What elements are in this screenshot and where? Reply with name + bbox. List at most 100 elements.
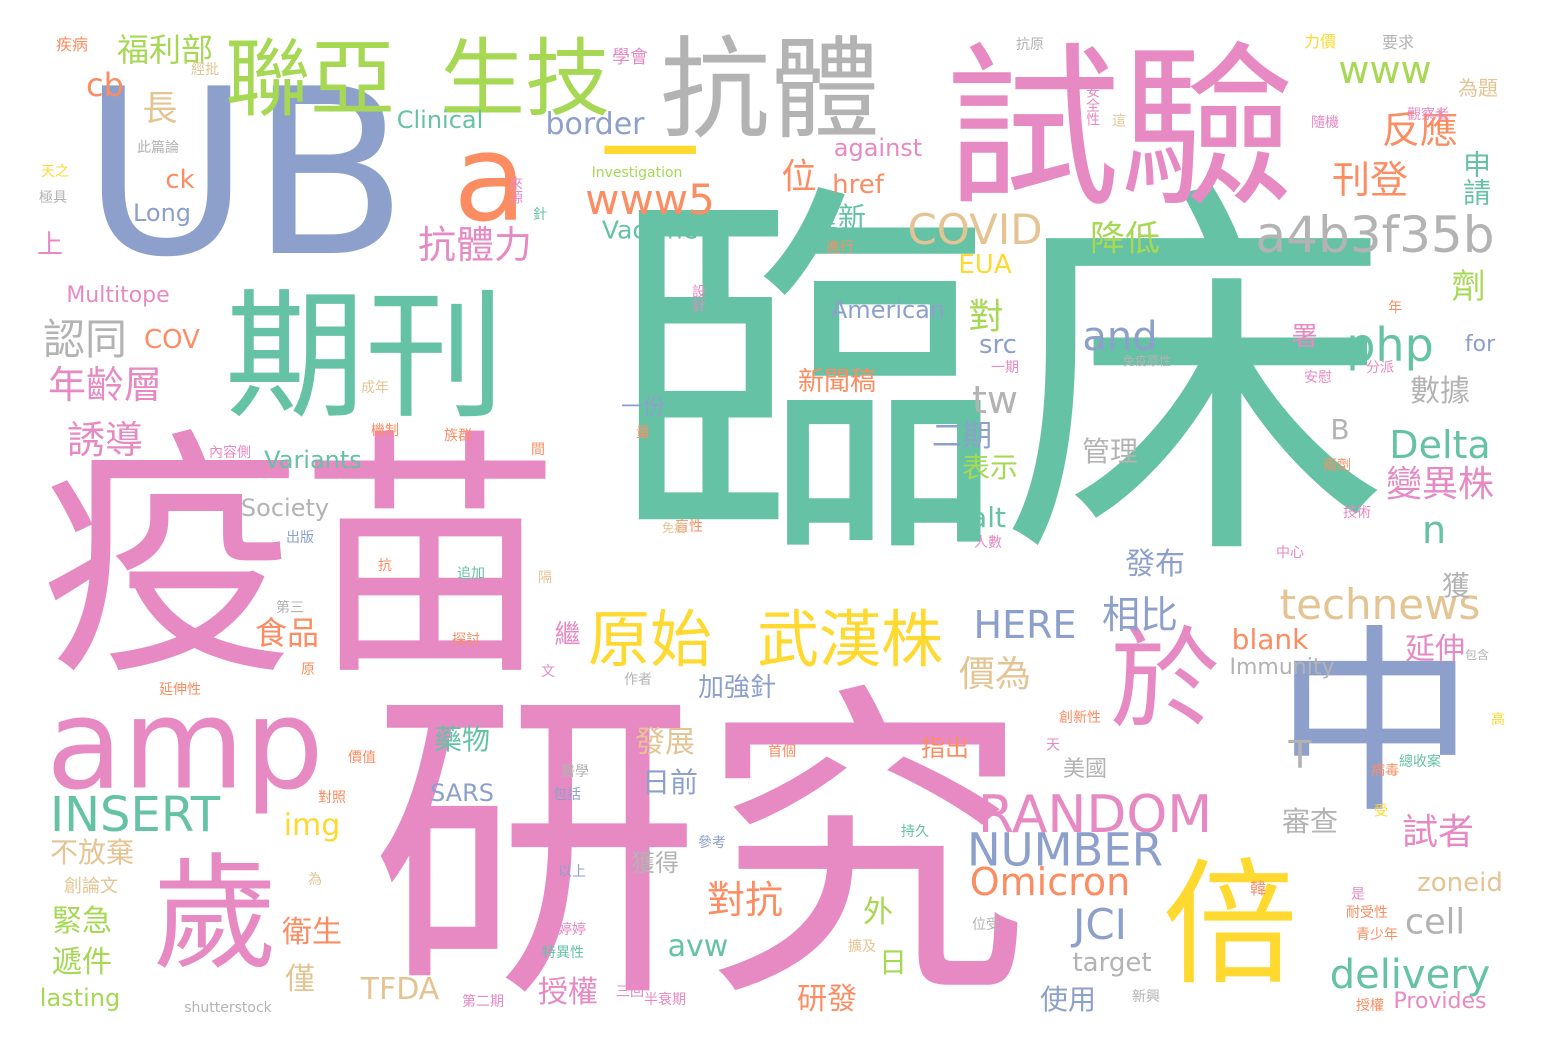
word: 出版 <box>286 530 314 546</box>
word: JCI <box>1072 900 1128 949</box>
word: 變異株 <box>1385 464 1495 505</box>
word: img <box>283 808 341 843</box>
word: target <box>1072 948 1152 978</box>
word: 抗 <box>378 558 392 574</box>
word: 延伸性 <box>159 682 201 698</box>
word: 耐受性 <box>1346 905 1388 921</box>
word: 包括 <box>553 787 581 803</box>
word: 安全性 <box>1084 84 1100 126</box>
word: 倍 <box>1162 846 1298 1004</box>
word: TFDA <box>360 972 440 1007</box>
word: 長 <box>142 89 178 130</box>
word: 聯亞 <box>224 30 396 130</box>
word: 試驗 <box>945 28 1295 232</box>
word: 年 <box>1388 300 1402 316</box>
word: 經批 <box>191 62 219 78</box>
word: zoneid <box>1417 868 1503 898</box>
word: 位 <box>775 157 816 193</box>
word: 來源 <box>507 176 523 204</box>
word: 發布 <box>1125 547 1185 582</box>
word: COVID <box>907 205 1043 254</box>
word: 參考 <box>698 835 726 851</box>
word: 擴及 <box>848 939 876 955</box>
word: php <box>1346 318 1434 372</box>
word: 申請 <box>1459 150 1492 206</box>
word: 試者 <box>1401 812 1475 853</box>
word: 延伸 <box>1405 632 1465 667</box>
word: 探討 <box>452 632 480 648</box>
word: 人數 <box>974 535 1002 551</box>
word: href <box>832 170 884 200</box>
word: 反應 <box>1381 108 1459 152</box>
word: UB <box>81 41 409 308</box>
word: 日 <box>878 946 908 979</box>
word: 創論文 <box>64 876 118 897</box>
word: 價為 <box>958 654 1032 695</box>
word: 重新 <box>809 201 867 234</box>
word: 婷婷 <box>558 922 586 938</box>
word: 價值 <box>348 750 376 766</box>
word: COV <box>144 325 200 355</box>
word: 技術 <box>1343 505 1371 521</box>
word: 抗體 <box>660 26 880 154</box>
word: 降低 <box>1089 219 1161 260</box>
word: T <box>1288 733 1312 777</box>
word: 是 <box>1349 886 1365 900</box>
word: n <box>1421 508 1447 552</box>
word: Society <box>240 494 330 522</box>
word: 高 <box>1491 712 1505 728</box>
word: 以上 <box>558 864 586 880</box>
word: 第二期 <box>462 994 504 1010</box>
word: 原始 <box>587 603 713 676</box>
word: 受 <box>1372 803 1388 817</box>
word: Multitope <box>66 283 170 308</box>
word: 半衰期 <box>644 992 686 1008</box>
word: 病毒 <box>1371 763 1399 779</box>
word: 遞件 <box>52 945 112 980</box>
word: 一 <box>600 96 700 213</box>
word: 發展 <box>635 725 695 760</box>
word: 福利部 <box>116 31 214 69</box>
word: B <box>1330 413 1350 446</box>
word: 天之 <box>41 164 69 180</box>
word: 新興 <box>1132 989 1160 1005</box>
word: 為 <box>308 872 322 888</box>
word: 盲性 <box>675 519 703 535</box>
word: lasting <box>39 984 121 1012</box>
word: 青少年 <box>1356 927 1398 943</box>
word: against <box>833 134 923 162</box>
word: 年齡層 <box>47 363 163 407</box>
word: 力價 <box>1303 32 1337 51</box>
word: 於 <box>1110 616 1220 744</box>
word: 臨床 <box>610 153 1390 607</box>
word: 疾病 <box>55 35 89 54</box>
word: 量 <box>636 425 650 441</box>
word: 族群 <box>444 428 472 444</box>
word: cell <box>1404 902 1466 943</box>
word: 衛生 <box>282 915 342 950</box>
word: Provides <box>1393 989 1487 1014</box>
word: EUA <box>958 250 1012 280</box>
word: INSERT <box>49 787 221 843</box>
word: American <box>830 296 946 324</box>
word: 位受 <box>972 917 1000 933</box>
word: 美國 <box>1062 757 1108 782</box>
word: 認同 <box>42 315 128 364</box>
word: 審查 <box>1281 805 1339 838</box>
word: 首個 <box>768 744 796 760</box>
word: 期刊 <box>224 276 506 439</box>
word: 兩劑 <box>1323 458 1351 474</box>
word: 文 <box>541 664 555 680</box>
word: 抗體力 <box>417 223 533 267</box>
word: 免疫原性 <box>1122 354 1172 368</box>
word: 學會 <box>612 47 648 68</box>
word: 中心 <box>1276 545 1304 561</box>
word: technews <box>1279 580 1481 629</box>
word: 研發 <box>797 982 857 1017</box>
word: Clinical <box>396 106 484 134</box>
word: 成年 <box>361 380 389 396</box>
word: 追加 <box>457 566 485 582</box>
word: 繼 <box>550 620 580 646</box>
word: 二期 <box>932 419 992 454</box>
